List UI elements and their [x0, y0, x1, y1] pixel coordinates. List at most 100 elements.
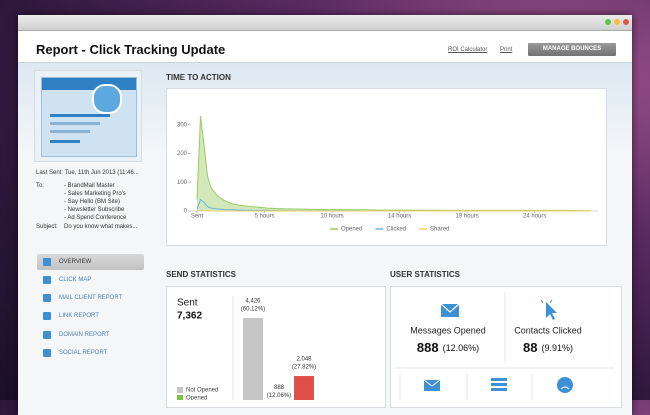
- icon-shape: [491, 383, 507, 386]
- nav-item[interactable]: SOCIAL REPORT: [37, 345, 144, 361]
- x-tick-label: 5 hours: [255, 214, 275, 220]
- x-tick-label: 14 hours: [388, 214, 411, 220]
- x-tick-label: 19 hours: [455, 214, 478, 220]
- icon-shape: [546, 302, 557, 320]
- x-tick-label: 10 hours: [320, 214, 343, 220]
- nav-icon: [43, 276, 51, 284]
- thumbnail-logo: [92, 84, 122, 114]
- card-label: Contacts Clicked: [514, 325, 582, 335]
- bar-value: 4,426: [245, 299, 261, 305]
- recipient: - Ad Spend Conference: [64, 215, 127, 221]
- x-tick-label: Sent: [191, 214, 204, 220]
- nav-icon: [43, 294, 51, 302]
- icon-shape: [540, 299, 544, 304]
- icon-shape: [440, 303, 460, 313]
- print-link[interactable]: Print: [500, 47, 513, 53]
- nav-item[interactable]: LINK REPORT: [37, 308, 144, 324]
- section-title: TIME TO ACTION: [166, 73, 231, 82]
- icon-shape: [557, 377, 573, 393]
- bar-value: 888: [274, 385, 285, 391]
- series-line: [196, 209, 591, 212]
- roi-link[interactable]: ROI Calculator: [448, 47, 488, 53]
- time-chart-box: [166, 88, 607, 246]
- thumbnail-line: [50, 114, 110, 117]
- email-thumbnail[interactable]: [34, 70, 142, 162]
- bar-percent: (12.06%): [267, 393, 291, 399]
- thumbnail-line: [50, 140, 80, 143]
- legend-swatch: [177, 395, 183, 400]
- legend-label: Opened: [341, 227, 362, 233]
- nav-label: SOCIAL REPORT: [59, 350, 108, 356]
- legend-label: Shared: [430, 227, 449, 233]
- subject-label: Subject:: [36, 224, 58, 230]
- card-count: 88: [523, 340, 537, 355]
- thumbnail-line: [50, 130, 90, 133]
- thumbnail-frame: [41, 77, 137, 157]
- icon-shape: [491, 378, 507, 381]
- thumbnail-line: [50, 122, 100, 125]
- legend-label: Opened: [186, 396, 207, 400]
- card-percent: (12.06%): [443, 343, 480, 353]
- to-label: To:: [36, 183, 45, 189]
- recipient: - Sales Marketing Pro's: [64, 191, 126, 197]
- send-stats-box: [166, 286, 386, 408]
- minimize-button[interactable]: [614, 19, 620, 25]
- nav-label: DOMAIN REPORT: [59, 332, 110, 338]
- title-bar: [18, 15, 632, 31]
- manage-bounces-button[interactable]: MANAGE BOUNCES: [528, 43, 616, 56]
- recipient: - Say Hello (BM Site): [64, 199, 121, 205]
- sad-icon: [557, 377, 573, 393]
- sent-total: 7,362: [177, 311, 202, 322]
- close-button[interactable]: [623, 19, 629, 25]
- bar: [243, 318, 263, 400]
- card-count: 888: [417, 340, 439, 355]
- cursor-icon: [540, 299, 557, 320]
- report-title: Report - Click Tracking Update: [36, 42, 226, 57]
- icon-shape: [423, 379, 441, 387]
- legend-swatch: [177, 387, 183, 393]
- recipient: - Newsletter Subscribe: [64, 207, 125, 213]
- nav-label: OVERVIEW: [59, 259, 92, 265]
- subject: Do you know what makes...: [64, 224, 138, 230]
- legend-label: Not Opened: [186, 388, 218, 394]
- nav-label: MAIL CLIENT REPORT: [59, 295, 123, 301]
- bar-percent: (27.82%): [292, 365, 316, 371]
- nav-icon: [43, 349, 51, 357]
- series-line: [196, 116, 592, 212]
- section-title: USER STATISTICS: [390, 270, 460, 279]
- bar-percent: (60.12%): [241, 307, 265, 313]
- nav-item[interactable]: OVERVIEW: [37, 254, 144, 270]
- overlay: 0 100 200 300 Sent 5 hours 10 hours 14 hours 19 …: [177, 116, 614, 400]
- card-value: 888 (12.06%): [417, 340, 479, 355]
- bar: [294, 376, 314, 400]
- nav-item[interactable]: CLICK MAP: [37, 272, 144, 288]
- icon-shape: [549, 299, 553, 304]
- x-tick-label: 24 hours: [523, 214, 546, 220]
- nav-icon: [43, 258, 51, 266]
- sent-label: Sent: [177, 298, 198, 309]
- zoom-button[interactable]: [605, 19, 611, 25]
- envelope-icon: [440, 303, 460, 317]
- icon-shape: [560, 386, 570, 390]
- card-label: Messages Opened: [410, 325, 486, 335]
- y-tick-label: 200: [177, 151, 188, 157]
- forward-icon: [423, 379, 441, 391]
- card-value: 88 (9.91%): [523, 340, 573, 355]
- section-title: SEND STATISTICS: [166, 270, 236, 279]
- legend-label: Clicked: [386, 227, 406, 233]
- nav-icon: [43, 312, 51, 320]
- y-tick-label: 100: [177, 180, 188, 186]
- nav-item[interactable]: MAIL CLIENT REPORT: [37, 290, 144, 306]
- bar-value: 2,048: [296, 357, 312, 363]
- y-tick-label: 300: [177, 122, 188, 128]
- icon-shape: [491, 388, 507, 391]
- last-sent: Last Sent: Tue, 11th Jun 2013 (11:46...: [36, 170, 139, 176]
- nav-item[interactable]: DOMAIN REPORT: [37, 327, 144, 343]
- card-percent: (9.91%): [541, 343, 573, 353]
- recipient: - BrandMail Master: [64, 183, 115, 189]
- list-icon: [491, 378, 507, 391]
- nav-icon: [43, 331, 51, 339]
- series-area: [197, 116, 591, 211]
- y-tick-label: 0: [184, 209, 188, 215]
